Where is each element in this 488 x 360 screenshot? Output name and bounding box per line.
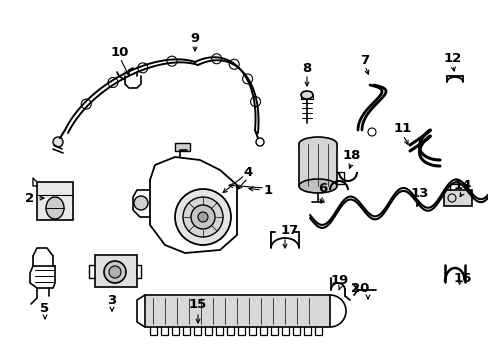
Text: 8: 8	[302, 62, 311, 75]
Ellipse shape	[46, 197, 64, 219]
Circle shape	[183, 197, 223, 237]
Text: 5: 5	[41, 302, 49, 315]
Bar	[145, 295, 329, 327]
Text: 17: 17	[280, 224, 299, 237]
Bar	[95, 255, 137, 287]
Circle shape	[242, 74, 252, 84]
Text: 19: 19	[330, 274, 348, 287]
Circle shape	[81, 99, 91, 109]
Circle shape	[191, 205, 215, 229]
Text: 11: 11	[393, 122, 411, 135]
Text: 13: 13	[410, 186, 428, 199]
Text: 16: 16	[453, 271, 471, 284]
Ellipse shape	[301, 91, 312, 99]
Text: 3: 3	[107, 293, 116, 306]
Ellipse shape	[298, 137, 336, 151]
Text: 7: 7	[360, 54, 369, 67]
Circle shape	[211, 54, 221, 64]
Circle shape	[250, 97, 260, 107]
Circle shape	[108, 77, 118, 87]
Text: 18: 18	[342, 149, 361, 162]
Bar	[37, 182, 73, 220]
Text: 14: 14	[453, 179, 471, 192]
Ellipse shape	[109, 266, 121, 278]
Circle shape	[175, 189, 230, 245]
Text: 12: 12	[443, 51, 461, 64]
Circle shape	[134, 196, 148, 210]
Circle shape	[198, 212, 207, 222]
Circle shape	[166, 56, 177, 66]
Bar	[298, 144, 336, 186]
Ellipse shape	[298, 179, 336, 193]
Text: 4: 4	[243, 166, 252, 179]
Text: 1: 1	[263, 184, 272, 197]
Text: 15: 15	[188, 298, 207, 311]
Circle shape	[229, 59, 239, 69]
Text: 10: 10	[111, 45, 129, 59]
Text: 20: 20	[350, 282, 368, 294]
Text: 6: 6	[318, 181, 327, 194]
Bar	[175, 143, 190, 151]
Text: 9: 9	[190, 32, 199, 45]
Circle shape	[53, 137, 63, 147]
Bar	[443, 190, 471, 206]
Ellipse shape	[104, 261, 126, 283]
Text: 2: 2	[25, 192, 35, 204]
Circle shape	[138, 63, 147, 73]
